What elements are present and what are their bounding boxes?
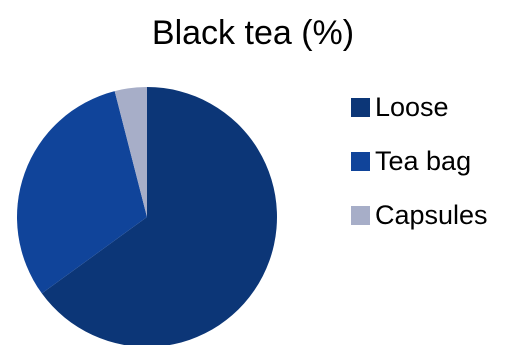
legend-item-capsules: Capsules (351, 198, 488, 232)
legend-item-tea-bag: Tea bag (351, 144, 471, 178)
legend-label-capsules: Capsules (375, 199, 488, 230)
legend-swatch-tea-bag (351, 151, 370, 171)
legend-swatch-capsules (351, 205, 370, 225)
legend-item-loose: Loose (351, 90, 449, 124)
pie-slice-loose (41, 87, 277, 345)
legend-label-tea-bag: Tea bag (375, 145, 472, 176)
legend-label-loose: Loose (375, 91, 449, 122)
chart-title: Black tea (%) (151, 14, 355, 52)
legend-swatch-loose (351, 97, 370, 117)
pie-slice-capsules (114, 87, 147, 217)
pie-slice-tea-bag (16, 91, 147, 294)
